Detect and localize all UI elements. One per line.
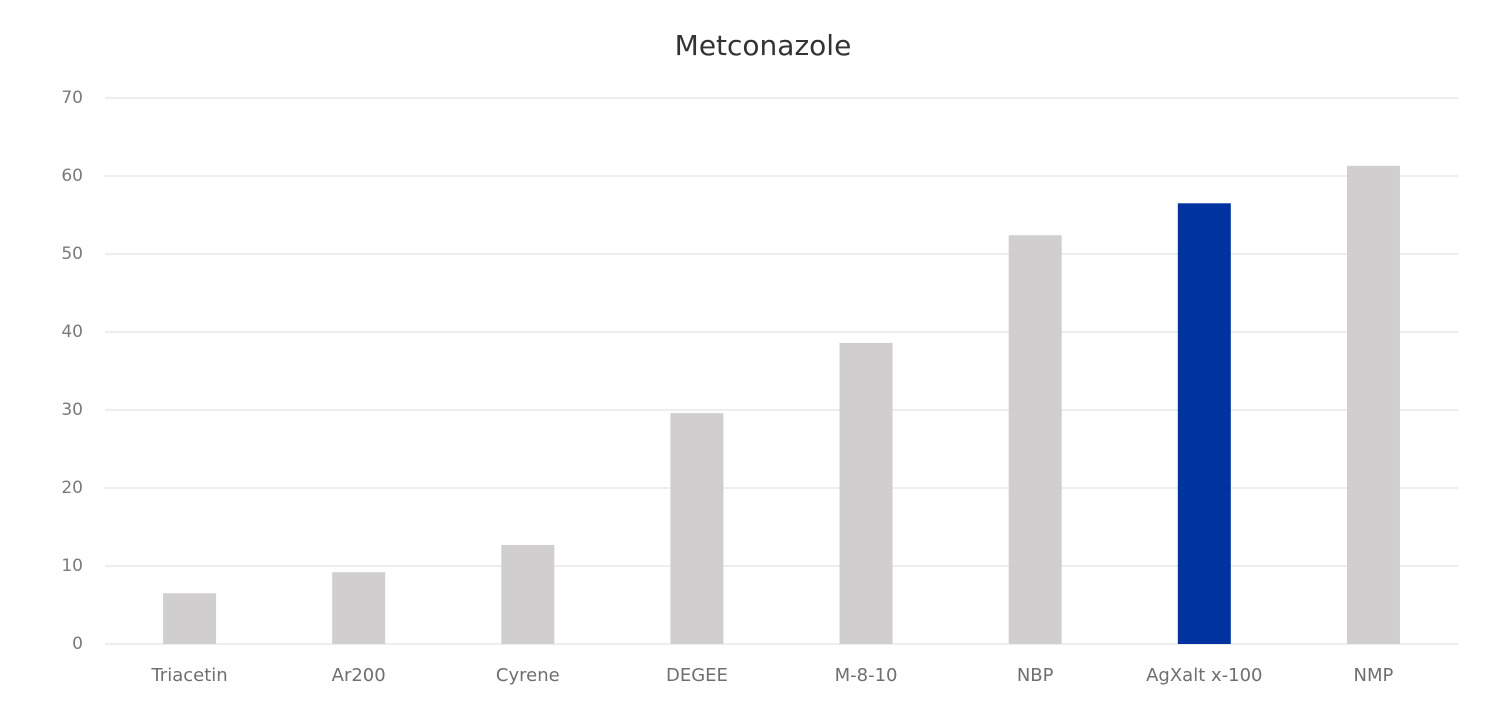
y-tick-label: 50 (61, 244, 83, 264)
bar (670, 413, 724, 644)
bar (332, 572, 386, 644)
x-tick-label: NMP (1354, 665, 1394, 686)
x-tick-label: M-8-10 (835, 665, 898, 686)
bar (839, 342, 893, 644)
x-tick-label: DEGEE (666, 665, 728, 686)
y-tick-label: 40 (61, 322, 83, 342)
y-tick-label: 10 (61, 556, 83, 576)
x-tick-label: Triacetin (150, 665, 227, 686)
chart-title: Metconazole (675, 29, 852, 62)
y-tick-label: 60 (61, 166, 83, 186)
bar (1008, 235, 1062, 644)
y-tick-label: 20 (61, 478, 83, 498)
x-tick-label: Cyrene (496, 665, 560, 686)
x-tick-label: NBP (1017, 665, 1054, 686)
bar (1177, 203, 1231, 645)
bar (163, 593, 217, 644)
x-tick-label: AgXalt x-100 (1146, 665, 1262, 686)
bar (501, 544, 555, 644)
y-tick-label: 0 (72, 634, 83, 654)
bar (1346, 165, 1400, 645)
x-tick-label: Ar200 (332, 665, 386, 686)
y-tick-label: 30 (61, 400, 83, 420)
y-tick-label: 70 (61, 88, 83, 108)
